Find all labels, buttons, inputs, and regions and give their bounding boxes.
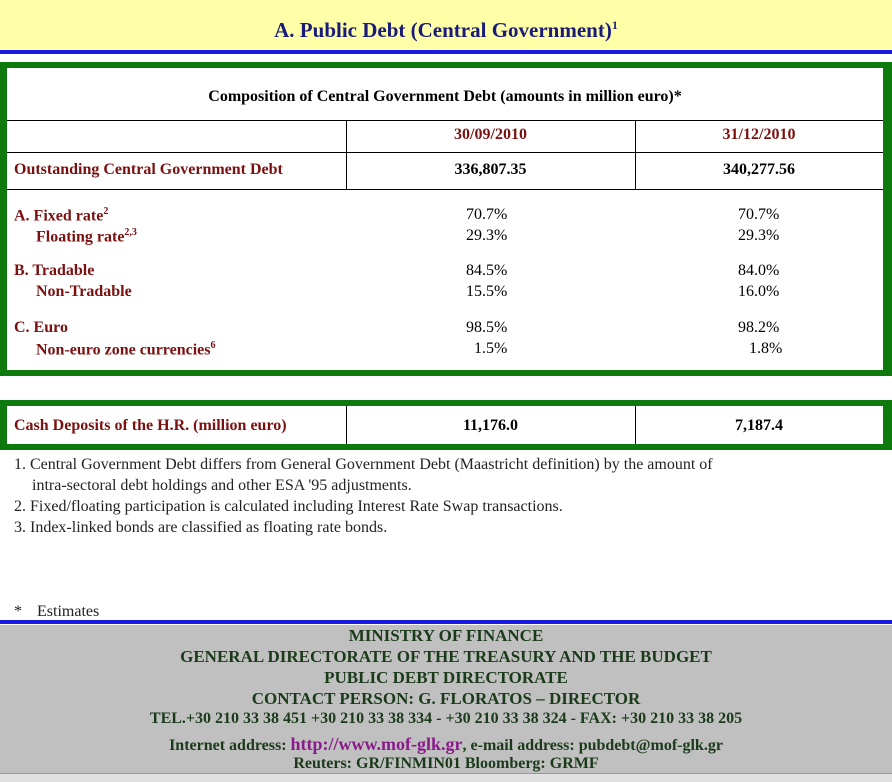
estimates-note: Estimates	[37, 603, 100, 620]
col-header-1: 30/09/2010	[454, 126, 527, 143]
email-text: , e-mail address: pubdebt@mof-glk.gr	[462, 737, 723, 754]
row-value: 98.5%	[466, 319, 508, 336]
outstanding-value-1: 336,807.35	[454, 161, 527, 178]
phone-numbers: TEL.+30 210 33 38 451 +30 210 33 38 334 …	[149, 710, 743, 727]
row-value: 70.7%	[466, 206, 508, 223]
cash-table: Cash Deposits of the H.R. (million euro)…	[7, 406, 883, 444]
row-value: 1.8%	[749, 340, 783, 357]
row-value: 29.3%	[466, 227, 508, 244]
row-label-floating: Floating rate2,3	[36, 227, 137, 246]
cash-table-frame: Cash Deposits of the H.R. (million euro)…	[0, 400, 892, 450]
row-value: 70.7%	[738, 206, 780, 223]
row-label-non-tradable: Non-Tradable	[36, 283, 132, 300]
row-value: 98.2%	[738, 319, 780, 336]
page-title-text: A. Public Debt (Central Government)	[274, 18, 612, 42]
col-header-2: 31/12/2010	[722, 126, 796, 143]
debt-table-frame: Composition of Central Government Debt (…	[0, 62, 892, 376]
row-value: 16.0%	[738, 283, 780, 300]
debt-table: Composition of Central Government Debt (…	[7, 68, 883, 370]
row-value: 29.3%	[738, 227, 780, 244]
divider	[0, 620, 892, 624]
outstanding-value-2: 340,277.56	[723, 161, 795, 178]
row-value: 1.5%	[474, 340, 508, 357]
internet-line: Internet address: http://www.mof-glk.gr,…	[0, 734, 892, 755]
footnote-1-cont: intra-sectoral debt holdings and other E…	[32, 477, 412, 494]
page-title: A. Public Debt (Central Government)1	[0, 0, 892, 50]
horizontal-scrollbar[interactable]	[0, 773, 892, 782]
cash-value-1: 11,176.0	[462, 417, 519, 434]
title-footnote-mark: 1	[611, 18, 618, 32]
directorate-general: GENERAL DIRECTORATE OF THE TREASURY AND …	[180, 647, 712, 666]
row-divider	[7, 152, 883, 153]
contact-footer: MINISTRY OF FINANCE GENERAL DIRECTORATE …	[0, 625, 892, 781]
row-label-euro: C. Euro	[14, 319, 68, 336]
row-value: 84.0%	[738, 262, 780, 279]
ministry-name: MINISTRY OF FINANCE	[348, 626, 544, 645]
col-divider	[346, 120, 347, 190]
contact-person: CONTACT PERSON: G. FLORATOS – DIRECTOR	[251, 689, 641, 708]
row-divider	[7, 120, 883, 121]
reuters-bloomberg: Reuters: GR/FINMIN01 Bloomberg: GRMF	[293, 755, 599, 772]
divider	[0, 50, 892, 54]
internet-label: Internet address:	[169, 737, 291, 754]
directorate: PUBLIC DEBT DIRECTORATE	[324, 668, 568, 687]
cash-label: Cash Deposits of the H.R. (million euro)	[14, 417, 287, 434]
row-label-tradable: B. Tradable	[14, 262, 95, 279]
footnote-3: 3. Index-linked bonds are classified as …	[14, 519, 388, 536]
table-caption: Composition of Central Government Debt (…	[208, 88, 682, 105]
col-divider	[346, 406, 347, 444]
outstanding-label: Outstanding Central Government Debt	[14, 161, 283, 178]
row-label-non-euro: Non-euro zone currencies6	[36, 340, 216, 359]
footnote-1: 1. Central Government Debt differs from …	[14, 456, 713, 473]
cash-value-2: 7,187.4	[735, 417, 783, 434]
row-divider	[7, 189, 883, 190]
col-divider	[635, 406, 636, 444]
estimates-mark: *	[14, 603, 22, 620]
row-value: 15.5%	[466, 283, 508, 300]
website-link[interactable]: http://www.mof-glk.gr	[290, 734, 463, 754]
footnote-2: 2. Fixed/floating participation is calcu…	[14, 498, 563, 515]
row-label-fixed: A. Fixed rate2	[14, 206, 109, 225]
col-divider	[635, 120, 636, 190]
row-value: 84.5%	[466, 262, 508, 279]
